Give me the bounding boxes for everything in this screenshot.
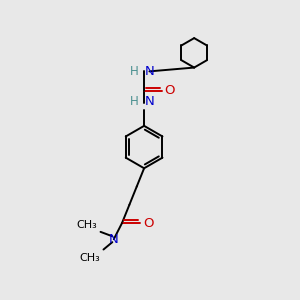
Text: O: O — [165, 84, 175, 97]
Text: N: N — [109, 233, 119, 246]
Text: CH₃: CH₃ — [79, 253, 100, 263]
Text: H: H — [130, 95, 139, 109]
Text: H: H — [130, 65, 139, 78]
Text: N: N — [145, 65, 154, 78]
Text: N: N — [145, 95, 154, 109]
Text: O: O — [143, 217, 154, 230]
Text: CH₃: CH₃ — [76, 220, 97, 230]
